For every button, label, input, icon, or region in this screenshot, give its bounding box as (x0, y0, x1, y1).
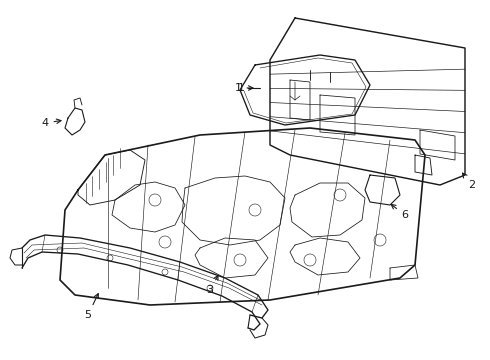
Text: 1: 1 (238, 83, 245, 93)
Text: 6: 6 (391, 204, 409, 220)
Text: 2: 2 (463, 173, 476, 190)
Text: 1: 1 (235, 83, 253, 93)
Text: 4: 4 (42, 118, 61, 128)
Text: 5: 5 (84, 294, 98, 320)
Text: 3: 3 (206, 275, 218, 295)
